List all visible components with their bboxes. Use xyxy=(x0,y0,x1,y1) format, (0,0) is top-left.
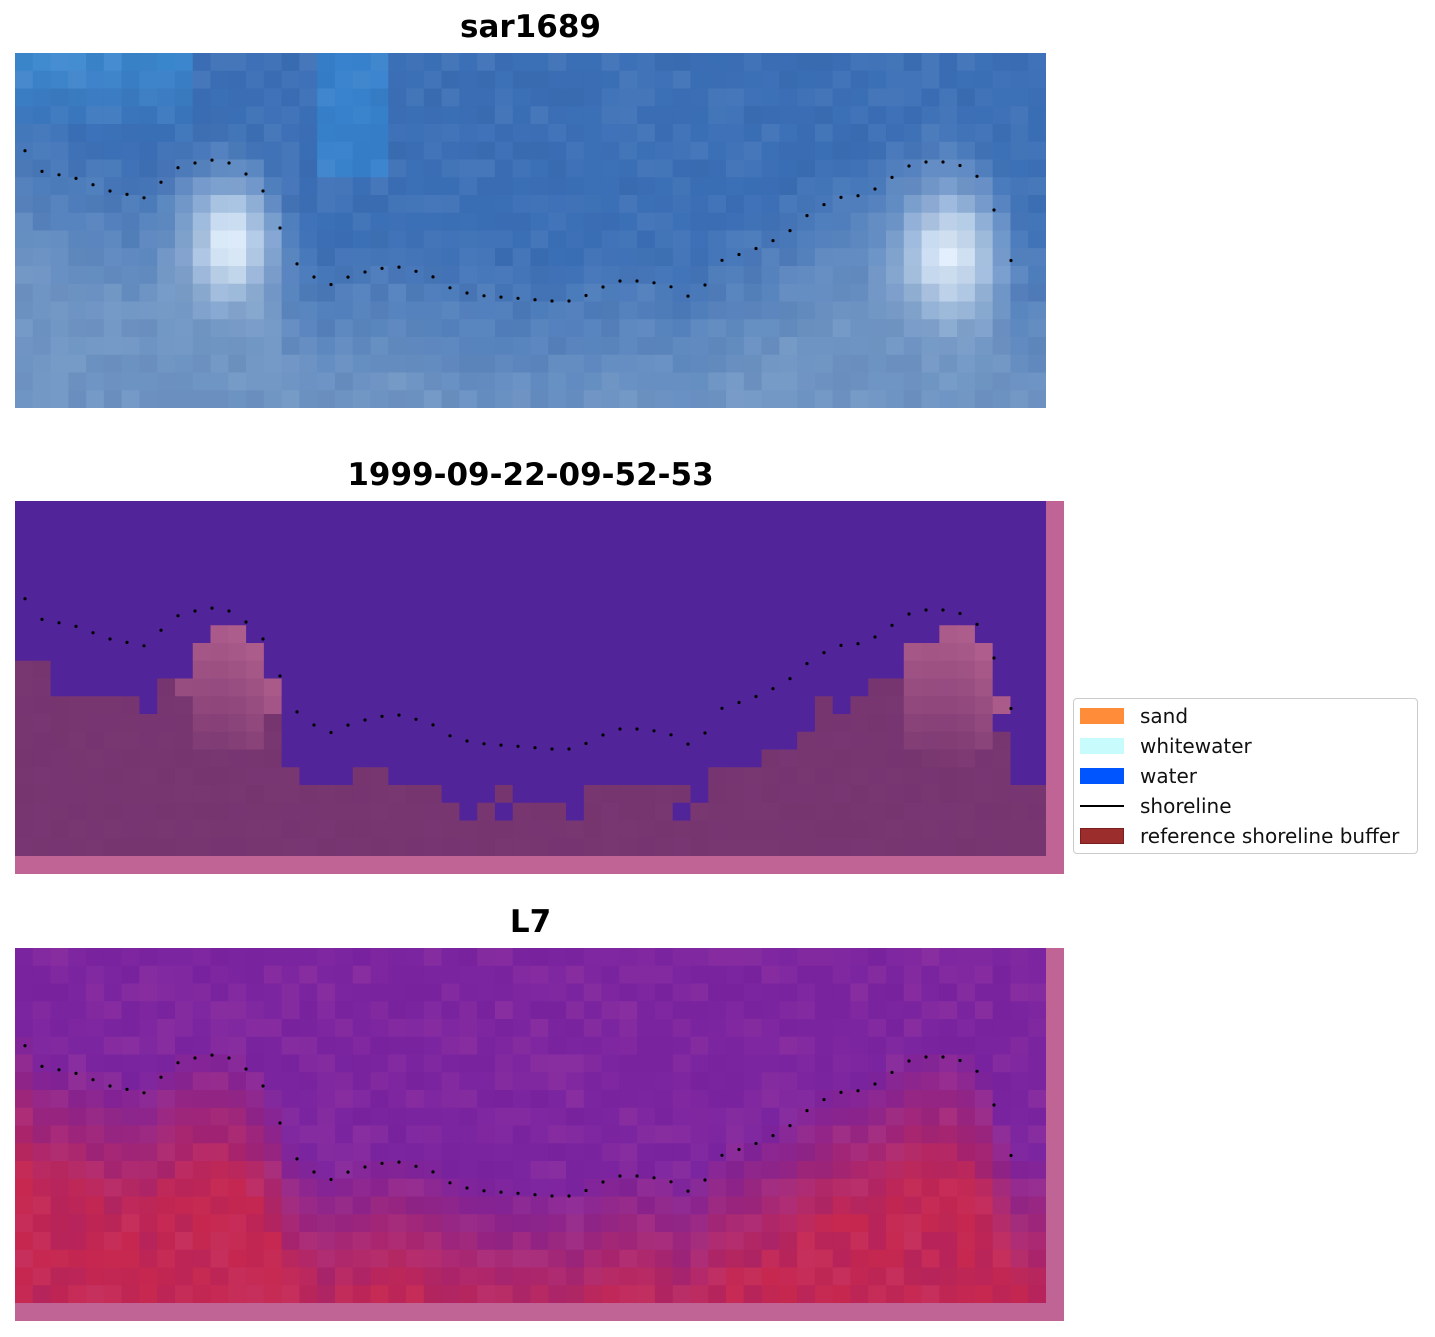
rgb-satellite-image xyxy=(15,53,1046,408)
legend-label-water: water xyxy=(1140,764,1197,788)
legend-item-shoreline: shoreline xyxy=(1080,794,1232,818)
buffer-swatch xyxy=(1080,828,1124,844)
panel-title-sar1689: sar1689 xyxy=(460,9,601,45)
legend-item-sand: sand xyxy=(1080,704,1188,728)
image-panel-classified xyxy=(15,501,1064,874)
legend-label-whitewater: whitewater xyxy=(1140,734,1252,758)
panel-title-date: 1999-09-22-09-52-53 xyxy=(347,457,714,493)
index-image xyxy=(15,948,1064,1321)
water-swatch xyxy=(1080,768,1124,784)
panel-title-l7: L7 xyxy=(509,904,552,940)
legend-item-water: water xyxy=(1080,764,1197,788)
shoreline-line-swatch xyxy=(1080,805,1124,807)
buffer-strip-right xyxy=(1046,948,1064,1321)
sand-swatch xyxy=(1080,708,1124,724)
legend-item-whitewater: whitewater xyxy=(1080,734,1252,758)
legend-label-shoreline: shoreline xyxy=(1140,794,1232,818)
legend-item-buffer: reference shoreline buffer xyxy=(1080,824,1399,848)
shoreline-points xyxy=(23,597,1013,751)
buffer-strip-bottom xyxy=(15,1303,1064,1321)
buffer-strip-right xyxy=(1046,501,1064,874)
shoreline-points xyxy=(23,1044,1013,1198)
whitewater-swatch xyxy=(1080,738,1124,754)
classified-image xyxy=(15,501,1064,874)
shoreline-points xyxy=(23,149,1013,303)
legend-label-sand: sand xyxy=(1140,704,1189,728)
legend: sand whitewater water shoreline referenc… xyxy=(1073,698,1418,854)
legend-label-buffer: reference shoreline buffer xyxy=(1140,824,1400,848)
image-panel-index xyxy=(15,948,1064,1321)
buffer-strip-bottom xyxy=(15,856,1064,874)
image-panel-rgb xyxy=(15,53,1046,408)
